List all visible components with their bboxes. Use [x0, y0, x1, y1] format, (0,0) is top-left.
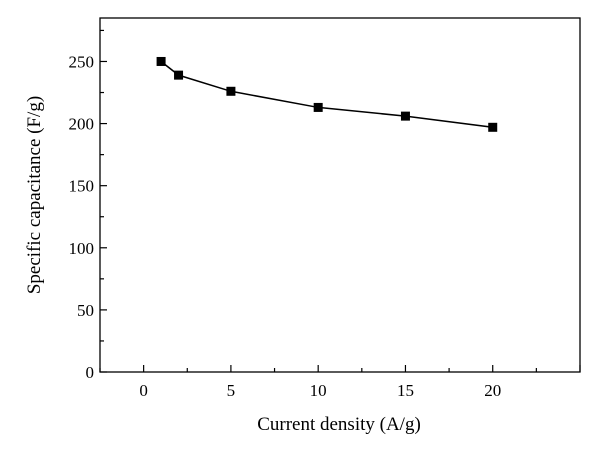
x-axis-title: Current density (A/g) — [257, 414, 421, 435]
data-point — [174, 70, 184, 80]
x-axis-ticks: 0 5 10 15 20 — [99, 365, 581, 400]
series-layer — [156, 56, 498, 132]
x-tick-label: 15 — [397, 381, 414, 400]
data-point — [226, 86, 236, 96]
y-tick-label: 100 — [69, 239, 95, 258]
y-tick-label: 0 — [86, 363, 95, 382]
data-point — [156, 56, 166, 66]
y-axis-ticks: 0 50 100 150 200 250 — [69, 29, 107, 382]
y-tick-label: 150 — [69, 177, 95, 196]
y-axis-title: Specific capacitance (F/g) — [24, 96, 45, 294]
plot-frame — [99, 17, 581, 373]
series-line — [160, 60, 493, 129]
x-tick-label: 0 — [139, 381, 148, 400]
x-tick-label: 20 — [484, 381, 501, 400]
data-point — [400, 111, 410, 121]
x-tick-label: 5 — [227, 381, 236, 400]
data-point — [313, 102, 323, 112]
y-tick-label: 250 — [69, 52, 95, 71]
y-tick-label: 200 — [69, 115, 95, 134]
y-tick-label: 50 — [77, 301, 94, 320]
x-tick-label: 10 — [310, 381, 327, 400]
data-point — [488, 122, 498, 132]
